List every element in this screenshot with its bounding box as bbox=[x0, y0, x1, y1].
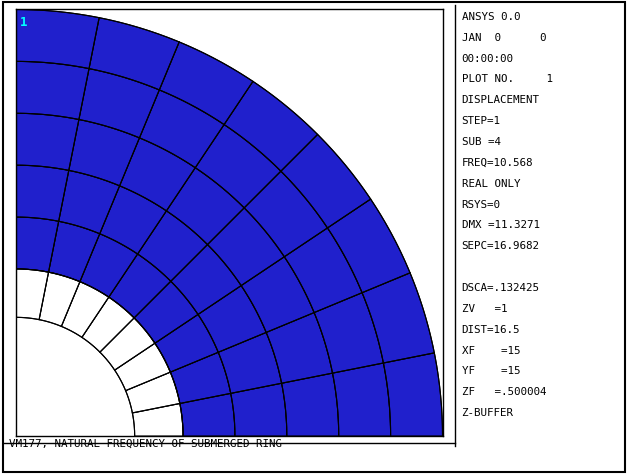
Text: ZV   =1: ZV =1 bbox=[462, 304, 507, 314]
Text: RSYS=0: RSYS=0 bbox=[462, 200, 501, 210]
Text: ZF   =.500004: ZF =.500004 bbox=[462, 387, 546, 397]
Text: ANSYS 0.0: ANSYS 0.0 bbox=[462, 12, 520, 22]
Text: STEP=1: STEP=1 bbox=[462, 116, 501, 126]
Text: DISPLACEMENT: DISPLACEMENT bbox=[462, 95, 539, 105]
Text: 1: 1 bbox=[20, 16, 28, 29]
Text: VM177, NATURAL FREQUENCY OF SUBMERGED RING: VM177, NATURAL FREQUENCY OF SUBMERGED RI… bbox=[9, 438, 283, 448]
Text: XF    =15: XF =15 bbox=[462, 346, 520, 356]
Text: DIST=16.5: DIST=16.5 bbox=[462, 325, 520, 335]
Text: Z-BUFFER: Z-BUFFER bbox=[462, 408, 514, 418]
Text: SEPC=16.9682: SEPC=16.9682 bbox=[462, 241, 539, 251]
Text: DMX =11.3271: DMX =11.3271 bbox=[462, 220, 539, 230]
Text: 00:00:00: 00:00:00 bbox=[462, 54, 514, 64]
Text: FREQ=10.568: FREQ=10.568 bbox=[462, 158, 533, 168]
Text: PLOT NO.     1: PLOT NO. 1 bbox=[462, 74, 553, 84]
Text: DSCA=.132425: DSCA=.132425 bbox=[462, 283, 539, 293]
Text: REAL ONLY: REAL ONLY bbox=[462, 179, 520, 189]
Text: JAN  0      0: JAN 0 0 bbox=[462, 33, 546, 43]
Text: YF    =15: YF =15 bbox=[462, 366, 520, 376]
Text: SUB =4: SUB =4 bbox=[462, 137, 501, 147]
